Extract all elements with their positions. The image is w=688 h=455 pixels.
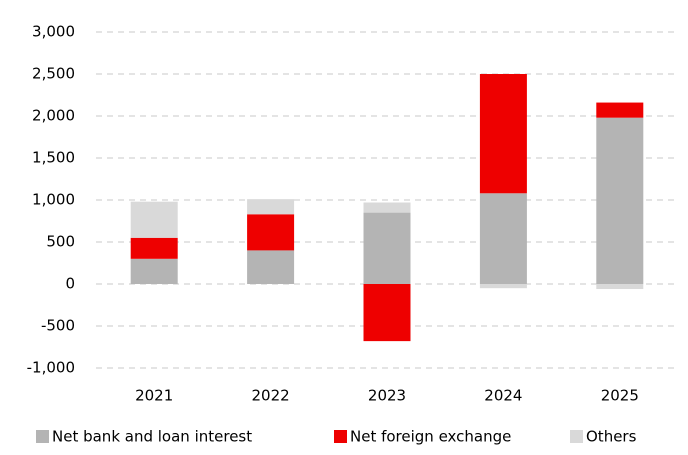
bar-segment bbox=[130, 201, 178, 238]
y-tick-label: -1,000 bbox=[27, 359, 75, 377]
bar-segment bbox=[363, 212, 411, 284]
bar-segment bbox=[479, 284, 527, 289]
x-tick-label: 2021 bbox=[135, 387, 173, 405]
y-tick-label: 3,000 bbox=[32, 23, 75, 41]
x-tick-label: 2023 bbox=[368, 387, 406, 405]
bar-segment bbox=[479, 193, 527, 284]
y-tick-label: 1,500 bbox=[32, 149, 75, 167]
bar-segment bbox=[130, 237, 178, 259]
y-tick-label: 500 bbox=[46, 233, 75, 251]
legend-label: Others bbox=[586, 428, 637, 446]
legend-label: Net foreign exchange bbox=[350, 428, 511, 446]
y-tick-label: 2,000 bbox=[32, 107, 75, 125]
bar-segment bbox=[479, 74, 527, 194]
bar-segment bbox=[596, 102, 644, 118]
x-tick-label: 2024 bbox=[484, 387, 522, 405]
legend-swatch bbox=[36, 430, 49, 443]
bar-segment bbox=[130, 258, 178, 284]
x-tick-label: 2025 bbox=[601, 387, 639, 405]
y-tick-label: 0 bbox=[65, 275, 75, 293]
bar-segment bbox=[596, 117, 644, 285]
legend-swatch bbox=[334, 430, 347, 443]
y-tick-label: 1,000 bbox=[32, 191, 75, 209]
legend-label: Net bank and loan interest bbox=[52, 428, 252, 446]
bar-segment bbox=[363, 202, 411, 213]
legend-swatch bbox=[570, 430, 583, 443]
bar-segment bbox=[247, 199, 295, 215]
bar-segment bbox=[596, 284, 644, 290]
bar-segment bbox=[247, 214, 295, 251]
y-tick-label: 2,500 bbox=[32, 65, 75, 83]
y-tick-label: -500 bbox=[41, 317, 75, 335]
bar-segment bbox=[363, 284, 411, 342]
bar-segment bbox=[247, 250, 295, 284]
x-tick-label: 2022 bbox=[252, 387, 290, 405]
